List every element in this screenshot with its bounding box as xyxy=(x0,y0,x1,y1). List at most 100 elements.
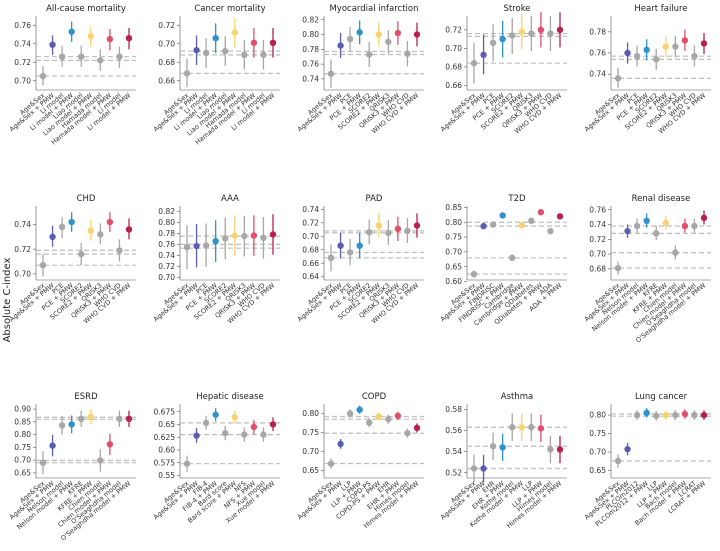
data-point xyxy=(49,442,56,449)
y-tick-label: 0.76 xyxy=(589,49,606,58)
data-point xyxy=(250,232,258,239)
panel-title: Myocardial infarction xyxy=(329,4,418,14)
panel-title: All-cause mortality xyxy=(46,4,126,14)
y-tick-label: 0.72 xyxy=(445,25,462,34)
y-tick-label: 0.575 xyxy=(154,458,176,467)
data-point xyxy=(193,432,200,439)
data-point xyxy=(337,440,344,448)
panel-0: All-cause mortality0.700.720.740.76Age&S… xyxy=(8,4,136,147)
y-tick-label: 0.90 xyxy=(14,405,31,414)
y-tick-label: 0.82 xyxy=(158,207,175,216)
data-point xyxy=(125,415,133,422)
panel-title: CHD xyxy=(77,194,96,204)
data-point xyxy=(633,52,641,60)
data-point xyxy=(509,424,516,431)
data-point xyxy=(643,409,650,417)
data-point xyxy=(183,243,191,251)
panel-1: Cancer mortality0.660.680.700.72Age&SexA… xyxy=(152,4,280,147)
data-point xyxy=(193,47,200,54)
data-point xyxy=(413,424,421,432)
data-point xyxy=(413,222,421,229)
y-tick-label: 0.70 xyxy=(14,76,31,85)
data-point xyxy=(556,26,564,34)
data-point xyxy=(633,411,641,419)
data-point xyxy=(116,415,123,422)
data-point xyxy=(518,424,525,431)
data-point xyxy=(499,35,506,43)
y-tick-label: 0.64 xyxy=(302,272,319,281)
data-point xyxy=(691,52,698,60)
data-point xyxy=(260,234,267,241)
data-point xyxy=(633,222,641,230)
data-point xyxy=(672,411,679,419)
y-tick-label: 0.625 xyxy=(154,433,176,442)
data-point xyxy=(643,46,650,54)
panel-8: T2D0.600.650.700.750.800.85Age&SexAge&Se… xyxy=(439,194,567,327)
data-point xyxy=(404,430,411,437)
data-point xyxy=(375,413,382,420)
y-tick-label: 0.58 xyxy=(445,405,462,414)
data-point xyxy=(672,249,679,256)
data-point xyxy=(337,42,344,49)
y-tick-label: 0.74 xyxy=(589,70,606,79)
y-tick-label: 0.70 xyxy=(302,447,319,456)
y-tick-label: 0.76 xyxy=(302,60,319,69)
data-point xyxy=(269,39,277,47)
data-point xyxy=(653,56,660,63)
data-point xyxy=(489,221,497,228)
y-tick-label: 0.76 xyxy=(589,205,606,214)
y-tick-label: 0.65 xyxy=(302,466,319,475)
panel-title: Asthma xyxy=(501,392,533,402)
y-tick-label: 0.74 xyxy=(158,251,175,260)
y-tick-label: 0.70 xyxy=(589,250,606,259)
data-point xyxy=(385,38,392,46)
y-tick-label: 0.65 xyxy=(14,468,31,477)
data-point xyxy=(212,35,219,42)
y-tick-label: 0.74 xyxy=(589,220,606,229)
data-point xyxy=(39,459,47,466)
data-point xyxy=(106,441,114,448)
panel-title: Cancer mortality xyxy=(194,4,265,14)
panel-7: PAD0.640.660.680.700.720.74Age&SexAge&Se… xyxy=(296,194,424,325)
data-point xyxy=(537,26,545,34)
y-tick-label: 0.675 xyxy=(154,407,176,416)
data-point xyxy=(691,411,698,419)
panel-title: Stroke xyxy=(503,4,530,14)
data-point xyxy=(222,47,229,55)
data-point xyxy=(624,49,631,57)
data-point xyxy=(489,39,497,47)
y-axis-label: Absolute C-index xyxy=(2,258,13,343)
data-point xyxy=(241,51,248,59)
y-tick-label: 0.68 xyxy=(445,62,462,71)
data-point xyxy=(222,235,229,242)
data-point xyxy=(106,218,114,226)
y-tick-label: 0.74 xyxy=(302,75,319,84)
y-tick-label: 0.85 xyxy=(14,417,31,426)
y-tick-label: 0.72 xyxy=(158,262,175,271)
y-tick-label: 0.60 xyxy=(158,446,175,455)
y-tick-label: 0.80 xyxy=(445,218,462,227)
data-point xyxy=(614,75,622,82)
y-tick-label: 0.68 xyxy=(302,245,319,254)
panel-title: Heart failure xyxy=(634,4,687,14)
data-point xyxy=(68,28,75,35)
y-tick-label: 0.76 xyxy=(158,240,175,249)
data-point xyxy=(241,232,248,240)
data-point xyxy=(499,212,506,219)
data-point xyxy=(58,53,66,60)
data-point xyxy=(125,35,133,42)
data-point xyxy=(183,70,191,77)
y-tick-label: 0.78 xyxy=(302,45,319,54)
data-point xyxy=(68,421,75,428)
y-tick-label: 0.72 xyxy=(302,218,319,227)
y-tick-label: 0.76 xyxy=(14,21,31,30)
y-tick-label: 0.78 xyxy=(158,229,175,238)
data-point xyxy=(528,424,535,431)
y-tick-label: 0.68 xyxy=(589,265,606,274)
data-point xyxy=(87,227,94,234)
panel-4: Heart failure0.740.760.78Age&SexAge&Sex … xyxy=(583,4,711,135)
data-point xyxy=(700,411,708,419)
